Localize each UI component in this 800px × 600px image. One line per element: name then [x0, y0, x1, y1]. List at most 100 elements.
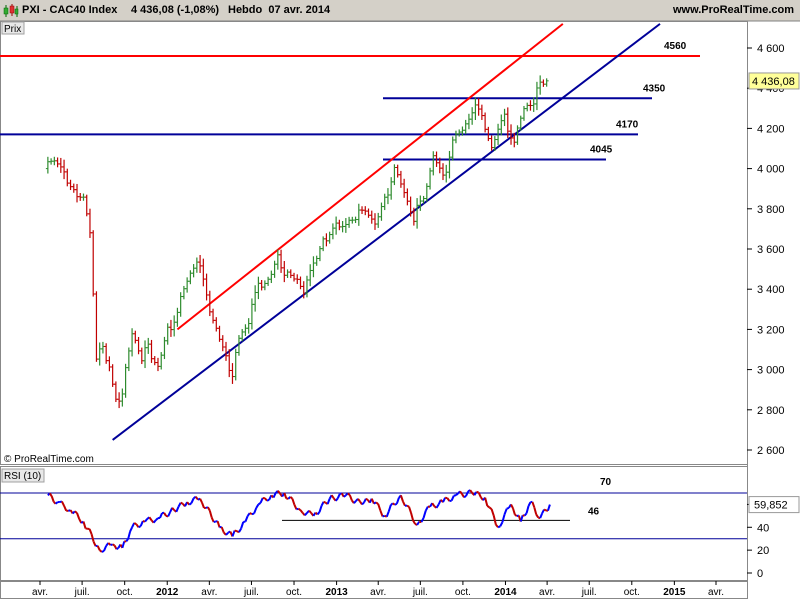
- chart-header: PXI - CAC40 Index 4 436,08 (-1,08%) Hebd…: [0, 0, 800, 21]
- rsi-segment: [297, 507, 302, 511]
- rsi-segment: [59, 500, 63, 503]
- rsi-panel-label: RSI (10): [4, 471, 41, 482]
- rsi-segment: [320, 501, 325, 507]
- rsi-segment: [63, 505, 68, 512]
- rsi-segment: [135, 523, 140, 528]
- price-y-tick-label: 3 400: [757, 284, 785, 296]
- x-tick-label: oct.: [117, 587, 133, 598]
- rsi-segment: [467, 489, 471, 493]
- rsi-segment: [435, 503, 440, 509]
- rsi-segment: [289, 496, 294, 500]
- price-y-tick-label: 3 200: [757, 324, 785, 336]
- rsi-segment: [68, 509, 71, 512]
- rsi-segment: [339, 492, 343, 495]
- x-tick-label: juil.: [412, 587, 428, 598]
- x-tick-label: juil.: [74, 587, 90, 598]
- rsi-segment: [208, 510, 213, 518]
- rsi-segment: [503, 508, 508, 515]
- rsi-segment: [155, 517, 159, 521]
- rsi-segment: [201, 502, 205, 509]
- rsi-segment: [379, 510, 384, 517]
- rsi-segment: [50, 495, 55, 503]
- rsi-segment: [272, 492, 277, 498]
- rsi-segment: [390, 502, 394, 506]
- rsi-segment: [110, 543, 113, 546]
- rsi-segment: [165, 514, 169, 518]
- rsi-segment: [225, 531, 229, 536]
- rsi-plot: 70 46: [0, 477, 747, 553]
- rsi-segment: [465, 491, 470, 497]
- rsi-segment: [486, 505, 491, 509]
- x-tick-label: juil.: [243, 587, 259, 598]
- rsi-panel-tag[interactable]: [1, 468, 45, 483]
- rsi-segment: [52, 501, 57, 505]
- x-tick-label: 2014: [494, 587, 517, 598]
- rsi-segment: [48, 492, 53, 497]
- rsi-segment: [291, 498, 296, 506]
- rsi-segment: [96, 545, 101, 551]
- rsi-segment: [220, 526, 225, 534]
- rsi-segment: [125, 538, 129, 543]
- rsi-segment: [127, 531, 132, 540]
- rsi-segment: [412, 519, 416, 525]
- rsi-segment: [473, 491, 478, 496]
- rsi-segment: [387, 504, 392, 512]
- rsi-segment: [246, 512, 251, 517]
- rsi-segment: [527, 501, 532, 507]
- rsi-segment: [336, 493, 341, 499]
- rsi-segment: [345, 492, 349, 497]
- rsi-segment: [446, 497, 451, 502]
- price-panel-frame: [0, 21, 748, 465]
- rsi-segment: [490, 508, 495, 516]
- rsi-segment: [395, 497, 400, 505]
- rsi-segment: [416, 521, 421, 526]
- rsi-segment: [450, 495, 455, 501]
- rsi-y-tick-label: 20: [757, 545, 769, 557]
- price-panel-tag[interactable]: [1, 21, 25, 35]
- rsi-segment: [410, 512, 415, 521]
- rsi-segment: [535, 514, 540, 519]
- price-y-tick-label: 3 000: [757, 365, 785, 377]
- top-bar-bg: [0, 0, 800, 21]
- rsi-segment: [343, 494, 347, 498]
- rsi-segment: [112, 543, 116, 547]
- rsi-segment: [240, 521, 245, 529]
- rsi-y-tick-label: 0: [757, 568, 763, 580]
- rsi-segment: [188, 502, 193, 506]
- rsi-segment: [74, 510, 78, 514]
- date-x-axis: avr. juil. oct. 2012 avr. juil. oct. 2013 avr. ju…: [32, 581, 724, 598]
- rsi-segment: [287, 496, 292, 500]
- rsi-segment: [92, 541, 97, 547]
- level-label-4350: 4350: [643, 83, 666, 94]
- trend-line-channel-lower: [112, 23, 661, 441]
- price-change: 4 436,08 (-1,08%): [131, 4, 220, 16]
- rsi-segment: [76, 512, 81, 520]
- rsi-segment: [459, 490, 463, 495]
- rsi-segment: [107, 542, 112, 546]
- rsi-segment: [190, 497, 195, 504]
- rsi-segment: [238, 528, 242, 533]
- rsi-segment: [216, 520, 221, 528]
- x-tick-label: avr.: [201, 587, 217, 598]
- rsi-segment: [138, 525, 142, 529]
- rsi-segment: [525, 505, 530, 514]
- price-y-tick-label: 2 600: [757, 445, 785, 457]
- price-panel-label: Prix: [4, 24, 21, 35]
- level-label-4045: 4045: [590, 145, 613, 156]
- x-tick-label: avr.: [539, 587, 555, 598]
- x-tick-label: 2013: [325, 587, 348, 598]
- current-price-badge: [748, 72, 800, 90]
- rsi-segment: [249, 512, 253, 516]
- rsi-segment: [455, 492, 459, 497]
- rsi-segment: [347, 492, 351, 496]
- price-y-tick-label: 4 200: [757, 123, 785, 135]
- rsi-segment: [159, 512, 163, 519]
- rsi-segment: [484, 497, 489, 507]
- rsi-segment: [394, 502, 398, 506]
- website-link[interactable]: www.ProRealTime.com: [672, 4, 794, 16]
- rsi-segment: [71, 510, 76, 515]
- date-axis-frame: [0, 581, 748, 599]
- rsi-segment: [121, 541, 126, 549]
- rsi-segment: [510, 503, 514, 509]
